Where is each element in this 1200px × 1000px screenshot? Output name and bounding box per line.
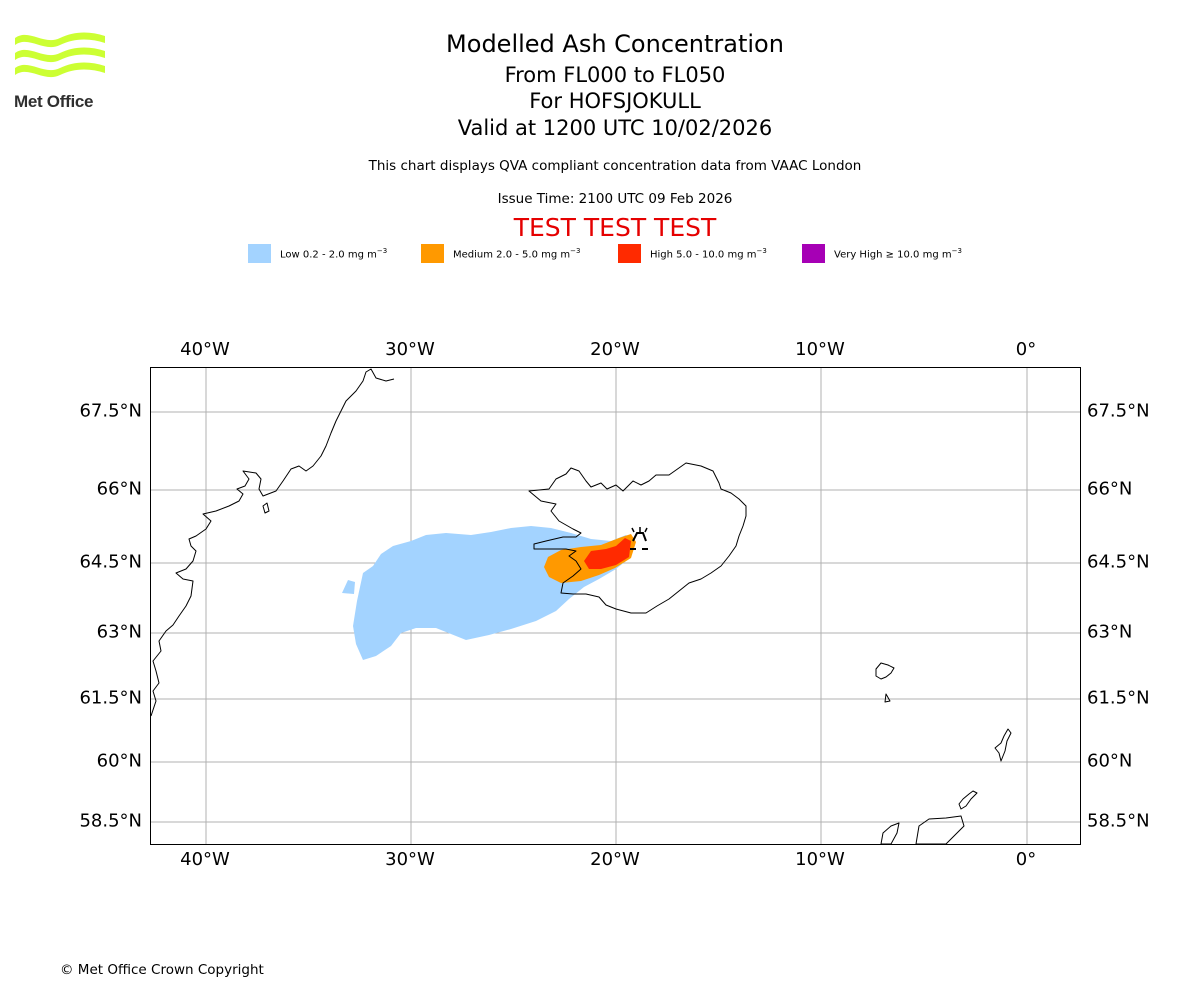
lat-tick-left-66n: 66°N [96, 478, 142, 500]
coast-greenland-islet [262, 502, 270, 514]
lat-tick-left-60n: 60°N [96, 750, 142, 772]
coast-iceland [528, 462, 747, 614]
coast-orkney [958, 790, 978, 810]
lon-tick-bottom-10w: 10°W [795, 849, 845, 870]
legend-label-high: High 5.0 - 10.0 mg m [650, 249, 757, 261]
met-office-logo [15, 32, 105, 78]
lat-tick-left-61-5n: 61.5°N [79, 687, 142, 709]
coastlines [151, 368, 1012, 844]
volcano-name: For HOFSJOKULL [529, 89, 701, 113]
lon-tick-bottom-0: 0° [1015, 849, 1037, 870]
logo-text: Met Office [14, 92, 94, 111]
coast-greenland [151, 368, 395, 717]
coast-hebrides [880, 822, 900, 844]
copyright: © Met Office Crown Copyright [60, 962, 264, 978]
lat-tick-left-63n: 63°N [96, 621, 142, 643]
chart-description: This chart displays QVA compliant concen… [368, 158, 862, 174]
legend-label-low: Low 0.2 - 2.0 mg m [280, 249, 377, 261]
gridlines [151, 368, 1080, 844]
lat-tick-left-58-5n: 58.5°N [79, 810, 142, 832]
lon-tick-bottom-40w: 40°W [180, 849, 230, 870]
lat-tick-left-67-5n: 67.5°N [79, 400, 142, 422]
flight-level-range: From FL000 to FL050 [504, 63, 726, 87]
coast-scotland-mainland [915, 815, 965, 844]
volcano-icon [630, 527, 648, 550]
lat-tick-right-60n: 60°N [1087, 750, 1133, 772]
legend-swatch-medium [421, 244, 444, 263]
legend-label-very-high: Very High ≥ 10.0 mg m [834, 249, 952, 261]
legend-swatch-low [248, 244, 271, 263]
lon-tick-top-40w: 40°W [180, 339, 230, 360]
coast-shetland [994, 728, 1012, 762]
lat-tick-right-66n: 66°N [1087, 478, 1133, 500]
lon-tick-top-30w: 30°W [385, 339, 435, 360]
map-frame [150, 367, 1081, 845]
map-canvas [151, 368, 1080, 844]
coast-faroe-islands [875, 662, 895, 703]
lat-tick-right-67-5n: 67.5°N [1087, 400, 1150, 422]
lon-tick-bottom-30w: 30°W [385, 849, 435, 870]
issue-time: Issue Time: 2100 UTC 09 Feb 2026 [497, 191, 733, 207]
lat-tick-right-58-5n: 58.5°N [1087, 810, 1150, 832]
lat-tick-right-63n: 63°N [1087, 621, 1133, 643]
lon-tick-top-0: 0° [1015, 339, 1037, 360]
legend-label-medium: Medium 2.0 - 5.0 mg m [453, 249, 571, 261]
valid-time: Valid at 1200 UTC 10/02/2026 [457, 116, 773, 140]
lon-tick-top-20w: 20°W [590, 339, 640, 360]
lat-tick-right-61-5n: 61.5°N [1087, 687, 1150, 709]
lat-tick-right-64-5n: 64.5°N [1087, 551, 1150, 573]
legend-swatch-very-high [802, 244, 825, 263]
lon-tick-top-10w: 10°W [795, 339, 845, 360]
chart-title: Modelled Ash Concentration [446, 30, 784, 58]
lat-tick-left-64-5n: 64.5°N [79, 551, 142, 573]
ash-area-low-fragment [342, 580, 355, 594]
test-banner: TEST TEST TEST [513, 213, 717, 242]
ash-area-high [584, 538, 631, 569]
legend-swatch-high [618, 244, 641, 263]
lon-tick-bottom-20w: 20°W [590, 849, 640, 870]
